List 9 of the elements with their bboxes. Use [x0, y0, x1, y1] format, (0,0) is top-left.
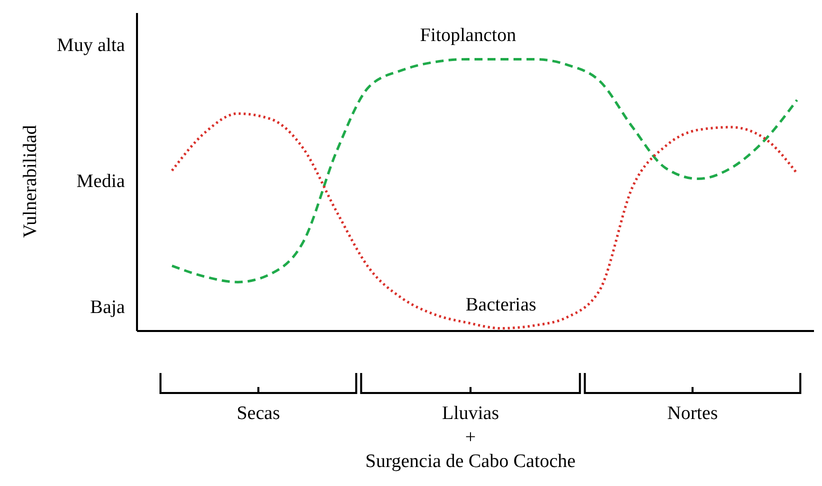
- text: Muy alta: [56, 34, 125, 58]
- text: Vulnerabilidad: [20, 124, 41, 238]
- text: Secas: [236, 403, 280, 424]
- text: Baja: [90, 296, 125, 320]
- series-label: Bacterias: [466, 294, 536, 316]
- text: Lluvias + Surgencia de Cabo Catoche: [365, 403, 576, 472]
- text: Media: [76, 170, 125, 194]
- text: Nortes: [667, 403, 718, 424]
- series-label: Fitoplancton: [420, 25, 517, 46]
